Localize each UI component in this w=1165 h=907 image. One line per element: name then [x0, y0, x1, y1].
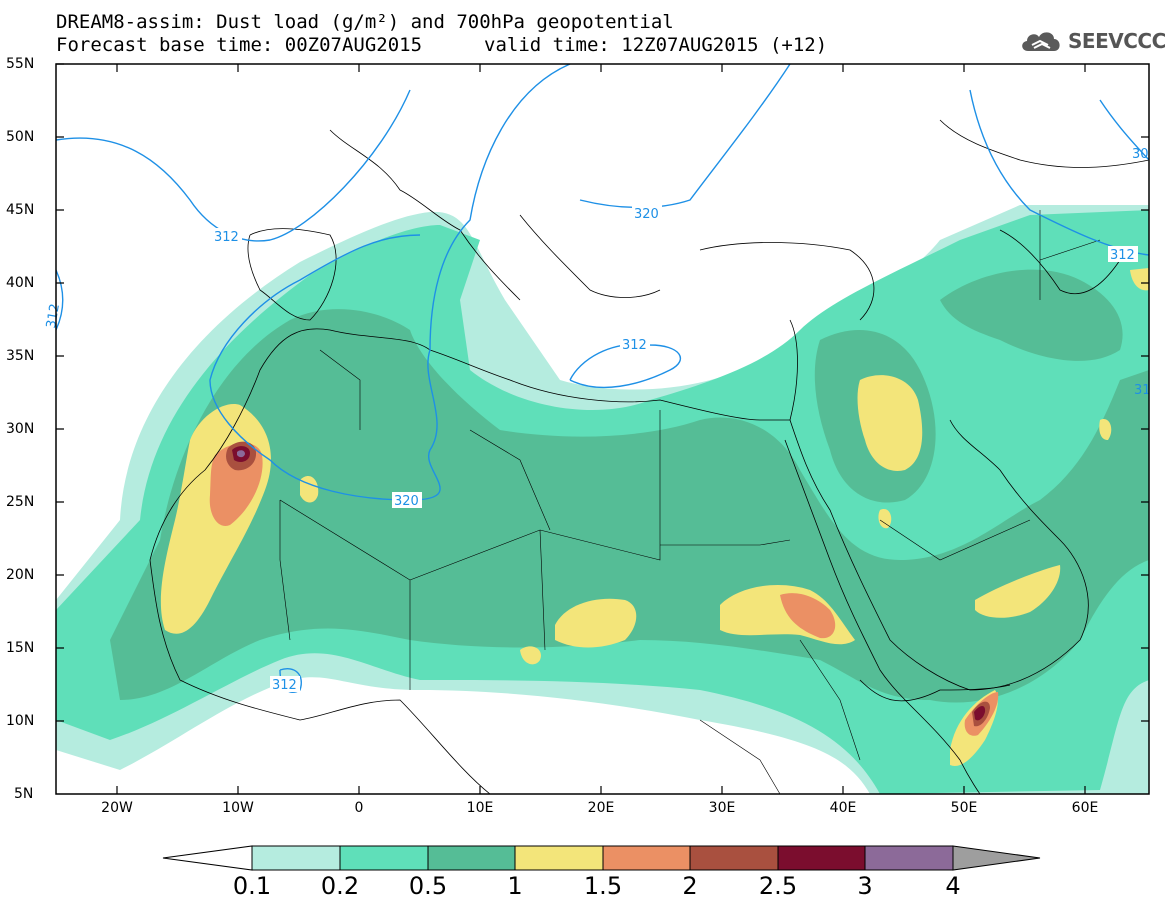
lon-label: 50E — [950, 800, 978, 816]
map-title: DREAM8-assim: Dust load (g/m²) and 700hP… — [56, 11, 674, 33]
dust-fields — [56, 205, 1149, 794]
contour-label: 312 — [272, 678, 297, 693]
contour-labels: 312 320 312 312 320 312 312 30 31 — [44, 147, 1151, 693]
contour-label: 30 — [1132, 147, 1149, 162]
lon-label: 40E — [829, 800, 857, 816]
lon-label: 60E — [1071, 800, 1099, 816]
contour-label: 320 — [634, 207, 659, 222]
lat-label: 15N — [6, 640, 35, 656]
colorbar-label: 4 — [945, 872, 961, 900]
lat-label: 50N — [6, 129, 35, 145]
colorbar-label: 1 — [507, 872, 523, 900]
lat-label: 20N — [6, 567, 35, 583]
colorbar-label: 2 — [682, 872, 698, 900]
lat-label: 5N — [14, 786, 34, 802]
colorbar-high-arrow — [952, 845, 1041, 871]
colorbar-label: 0.2 — [320, 872, 360, 900]
seevccc-logo: SEEVCCC — [1018, 26, 1165, 56]
colorbar — [162, 845, 1041, 871]
coastlines — [149, 119, 1149, 794]
colorbar-swatch — [777, 845, 866, 871]
lat-label: 45N — [6, 202, 35, 218]
contour-label: 312 — [214, 230, 239, 245]
colorbar-swatch — [514, 845, 604, 871]
colorbar-label: 0.1 — [232, 872, 272, 900]
dust-band-3 — [237, 450, 245, 458]
colorbar-swatch — [602, 845, 691, 871]
colorbar-swatch — [251, 845, 341, 871]
contour-label: 312 — [1110, 248, 1135, 263]
dust-band-1-iraq — [857, 375, 923, 471]
dust-band-1.5-sudan — [780, 593, 836, 639]
logo-text: SEEVCCC — [1068, 29, 1165, 53]
colorbar-label: 2.5 — [758, 872, 798, 900]
lat-label: 25N — [6, 494, 35, 510]
lon-label: 0 — [354, 800, 364, 816]
lat-label: 10N — [6, 713, 35, 729]
dust-band-0.5-ne — [940, 269, 1123, 361]
contour-label: 320 — [394, 494, 419, 509]
lat-label: 35N — [6, 348, 35, 364]
dust-band-1-oman — [975, 565, 1061, 618]
colorbar-swatch — [427, 845, 516, 871]
forecast-base-time: Forecast base time: 00Z07AUG2015 — [56, 34, 423, 56]
lon-label: 20E — [587, 800, 615, 816]
axis-ticks — [56, 63, 1149, 794]
contour-label: 312 — [622, 338, 647, 353]
colorbar-label: 3 — [857, 872, 873, 900]
colorbar-label: 0.5 — [408, 872, 448, 900]
colorbar-swatch — [689, 845, 779, 871]
dust-band-0.5 — [110, 309, 1149, 703]
lon-label: 10W — [222, 800, 254, 816]
cloud-icon — [1022, 32, 1060, 51]
lat-label: 55N — [6, 56, 35, 72]
lon-label: 30E — [708, 800, 736, 816]
dust-band-1-chad — [555, 598, 637, 648]
valid-time: valid time: 12Z07AUG2015 (+12) — [484, 34, 828, 56]
lon-label: 10E — [466, 800, 494, 816]
lon-label: 20W — [101, 800, 133, 816]
colorbar-swatch — [339, 845, 429, 871]
contour-label: 31 — [1134, 383, 1151, 398]
contour-label: 312 — [44, 303, 63, 330]
country-borders — [279, 210, 1101, 794]
colorbar-label: 1.5 — [583, 872, 623, 900]
colorbar-low-arrow — [162, 845, 253, 871]
lat-label: 40N — [6, 275, 35, 291]
lat-label: 30N — [6, 421, 35, 437]
colorbar-swatch — [864, 845, 954, 871]
